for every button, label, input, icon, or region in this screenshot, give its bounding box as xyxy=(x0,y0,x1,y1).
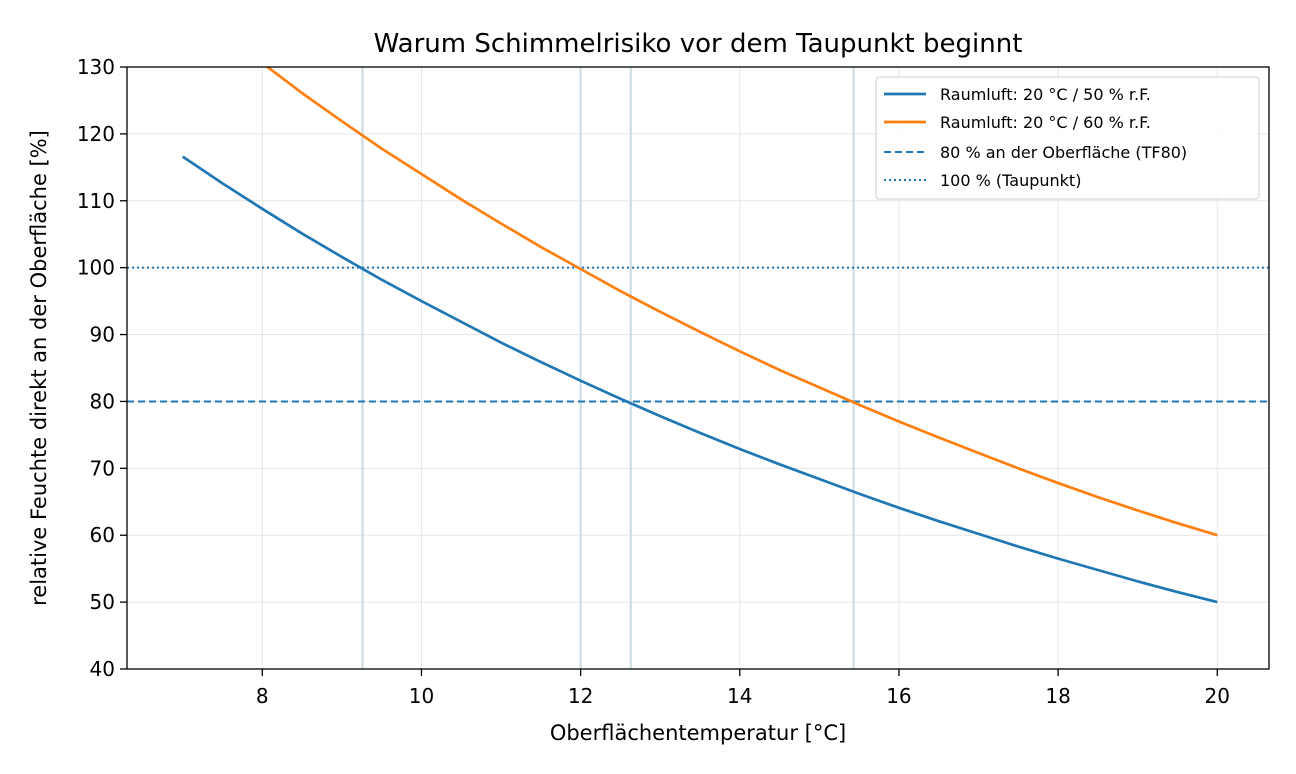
y-tick-label: 120 xyxy=(77,122,115,146)
y-tick-label: 100 xyxy=(77,256,115,280)
x-tick-label: 18 xyxy=(1045,684,1070,708)
marker-vlines xyxy=(361,67,855,669)
y-axis-title: relative Feuchte direkt an der Oberfläch… xyxy=(27,130,51,606)
series-line-2 xyxy=(265,67,1218,537)
x-tick-label: 14 xyxy=(727,684,752,708)
x-axis-title: Oberflächentemperatur [°C] xyxy=(550,721,846,745)
series-layer xyxy=(181,67,1218,604)
y-tick-label: 50 xyxy=(90,590,115,614)
x-tick-label: 8 xyxy=(256,684,269,708)
axis-ticks: 8 10 12 14 16 18 20 40 50 60 70 80 90 100 110 120 130 xyxy=(77,55,1230,708)
y-tick-label: 40 xyxy=(90,657,115,681)
legend: Raumluft: 20 °C / 50 % r.F. Raumluft: 20… xyxy=(875,76,1260,200)
y-tick-label: 110 xyxy=(77,189,115,213)
x-tick-label: 10 xyxy=(409,684,434,708)
y-tick-label: 80 xyxy=(90,389,115,413)
series-line-1 xyxy=(181,155,1218,604)
legend-label-tf80: 80 % an der Oberfläche (TF80) xyxy=(940,143,1187,162)
plot-frame xyxy=(126,66,1270,670)
y-tick-label: 60 xyxy=(90,523,115,547)
y-tick-label: 130 xyxy=(77,55,115,79)
reference-lines xyxy=(127,266,1269,403)
x-tick-label: 20 xyxy=(1205,684,1230,708)
legend-label-series-2: Raumluft: 20 °C / 60 % r.F. xyxy=(940,113,1151,132)
y-tick-label: 90 xyxy=(90,323,115,347)
x-tick-label: 16 xyxy=(886,684,911,708)
chart-title: Warum Schimmelrisiko vor dem Taupunkt be… xyxy=(374,29,1023,59)
x-tick-label: 12 xyxy=(568,684,593,708)
legend-label-series-1: Raumluft: 20 °C / 50 % r.F. xyxy=(940,85,1151,104)
legend-box xyxy=(875,76,1260,200)
y-tick-label: 70 xyxy=(90,456,115,480)
legend-label-taupunkt: 100 % (Taupunkt) xyxy=(940,171,1081,190)
